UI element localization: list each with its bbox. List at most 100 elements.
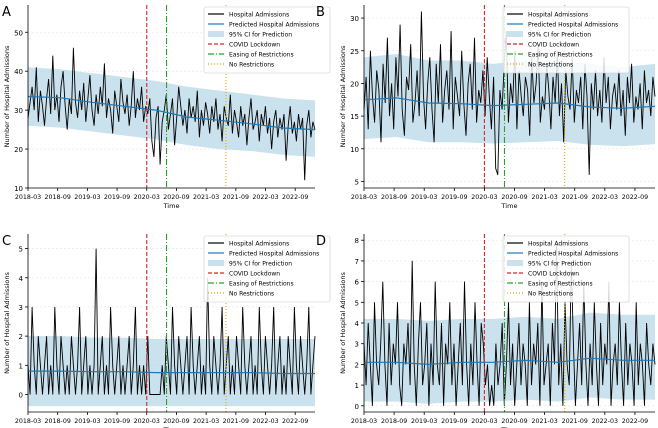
panel-letter: B	[316, 5, 325, 20]
legend-box	[203, 6, 331, 74]
x-tick-label: 2020-03	[134, 194, 160, 201]
y-tick-label: 1	[355, 382, 359, 390]
legend-label: Hospital Admissions	[229, 12, 289, 19]
legend-label: COVID Lockdown	[229, 271, 280, 278]
x-tick-label: 2020-09	[501, 194, 527, 201]
legend-label: Hospital Admissions	[229, 241, 289, 248]
legend-label: Predicted Hospital Admissions	[229, 22, 319, 29]
observed-line	[363, 240, 656, 406]
panel-d: D 0 1 2 3 4 5 6 7 8 2018-03 2018-09 2019-03 2019-09 20…	[316, 234, 656, 428]
legend-swatch	[208, 260, 224, 266]
x-tick-label: 2021-09	[223, 194, 249, 201]
panel-b: B 5 10 15 20 25 30 2018-03 2018-09 2019-03 2019-09…	[316, 5, 656, 210]
y-tick-label: 0	[19, 391, 23, 399]
legend-box	[502, 235, 630, 303]
y-axis-label: Number of Hospital Admissions	[3, 45, 11, 147]
legend-box	[203, 235, 331, 303]
x-tick-label: 2019-03	[411, 418, 437, 425]
y-axis-label: Number of Hospital Admissions	[3, 272, 11, 374]
predicted-line	[27, 95, 316, 131]
y-tick-label: 20	[350, 80, 359, 88]
y-tick-label: 7	[355, 258, 359, 266]
observed-line	[27, 47, 316, 181]
x-tick-label: 2022-09	[282, 418, 308, 425]
y-tick-label: 6	[355, 279, 360, 287]
legend-label: COVID Lockdown	[229, 42, 280, 49]
x-tick-label: 2021-09	[562, 194, 588, 201]
y-axis-label: Number of Hospital Admissions	[339, 272, 347, 374]
legend-swatch	[507, 31, 523, 37]
y-tick-label: 5	[355, 299, 359, 307]
x-axis-label: Time	[501, 426, 518, 428]
x-tick-label: 2018-03	[15, 194, 41, 201]
observed-line	[27, 248, 316, 395]
y-tick-label: 50	[14, 29, 23, 37]
x-axis-label: Time	[501, 202, 518, 210]
x-tick-label: 2020-09	[163, 418, 189, 425]
panel-letter: C	[2, 234, 11, 249]
y-tick-label: 40	[14, 68, 23, 76]
legend-swatch	[507, 260, 523, 266]
legend: Hospital Admissions Predicted Hospital Ad…	[502, 6, 630, 74]
x-tick-label: 2022-09	[622, 194, 648, 201]
x-tick-label: 2018-09	[45, 418, 71, 425]
x-tick-label: 2022-09	[622, 418, 648, 425]
x-tick-label: 2018-09	[381, 194, 407, 201]
y-tick-label: 4	[355, 320, 360, 328]
predicted-line	[363, 97, 656, 109]
legend-label: Hospital Admissions	[528, 12, 588, 19]
x-tick-label: 2019-09	[104, 194, 130, 201]
x-tick-label: 2021-03	[193, 194, 219, 201]
x-tick-label: 2022-09	[282, 194, 308, 201]
legend: Hospital Admissions Predicted Hospital Ad…	[203, 235, 331, 303]
legend-label: Predicted Hospital Admissions	[528, 22, 618, 29]
y-tick-label: 10	[350, 146, 359, 154]
legend-label: No Restrictions	[528, 291, 573, 298]
x-tick-label: 2019-03	[74, 418, 100, 425]
y-tick-label: 3	[19, 304, 23, 312]
x-tick-label: 2018-03	[351, 418, 377, 425]
y-tick-label: 25	[350, 48, 359, 56]
legend-label: 95% CI for Prediction	[528, 261, 591, 268]
legend-box	[502, 6, 630, 74]
x-axis-label: Time	[163, 426, 180, 428]
x-tick-label: 2020-09	[501, 418, 527, 425]
predicted-line	[364, 357, 655, 366]
y-tick-label: 2	[19, 333, 23, 341]
legend-label: Predicted Hospital Admissions	[229, 251, 319, 258]
x-tick-label: 2019-09	[441, 194, 467, 201]
x-tick-label: 2021-03	[193, 418, 219, 425]
predicted-line	[28, 370, 315, 375]
legend-label: Easing of Restrictions	[528, 52, 593, 59]
x-tick-label: 2019-09	[441, 418, 467, 425]
y-tick-label: 10	[14, 185, 23, 193]
y-tick-label: 30	[14, 107, 23, 115]
ci-band	[28, 336, 315, 407]
legend-label: COVID Lockdown	[528, 271, 579, 278]
x-tick-label: 2018-03	[351, 194, 377, 201]
legend-label: 95% CI for Prediction	[229, 261, 292, 268]
legend-label: No Restrictions	[528, 62, 573, 69]
y-tick-label: 15	[350, 113, 359, 121]
x-tick-label: 2018-09	[381, 418, 407, 425]
y-tick-label: 3	[355, 341, 359, 349]
y-tick-label: 5	[19, 246, 23, 254]
legend: Hospital Admissions Predicted Hospital Ad…	[502, 235, 630, 303]
legend-label: No Restrictions	[229, 291, 274, 298]
x-tick-label: 2020-03	[471, 418, 497, 425]
y-tick-label: 4	[19, 275, 24, 283]
x-tick-label: 2021-09	[223, 418, 249, 425]
x-tick-label: 2018-09	[45, 194, 71, 201]
legend-label: No Restrictions	[229, 62, 274, 69]
x-tick-label: 2018-03	[15, 418, 41, 425]
x-tick-label: 2020-09	[163, 194, 189, 201]
y-tick-label: 30	[350, 15, 359, 23]
legend-label: Hospital Admissions	[528, 241, 588, 248]
legend: Hospital Admissions Predicted Hospital Ad…	[203, 6, 331, 74]
legend-label: Easing of Restrictions	[528, 281, 593, 288]
panel-a: A 10 20 30 40 50 2018-03 2018-09 2019-03 2019-09 2…	[2, 5, 331, 210]
y-tick-label: 2	[355, 361, 359, 369]
y-tick-label: 0	[355, 403, 359, 411]
legend-label: 95% CI for Prediction	[229, 32, 292, 39]
legend-swatch	[208, 31, 224, 37]
